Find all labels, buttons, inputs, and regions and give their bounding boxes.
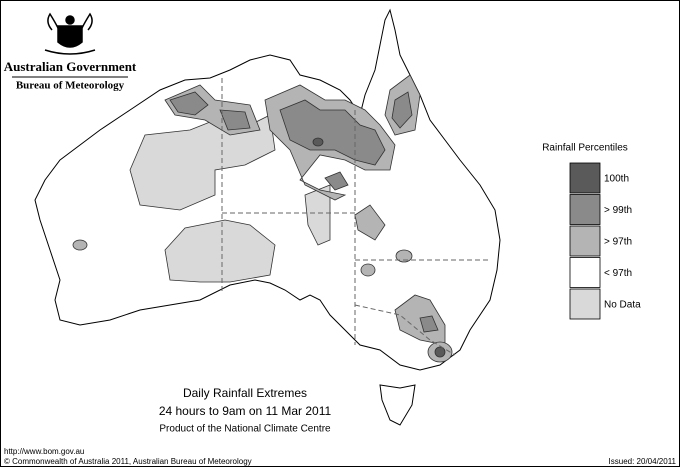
region-100 (434, 346, 446, 358)
region-99 (219, 109, 251, 131)
region-97 (360, 263, 376, 277)
legend-swatch (569, 194, 601, 225)
region-100 (312, 137, 324, 147)
region-99 (391, 91, 413, 129)
region-97 (394, 294, 446, 346)
region-99 (279, 99, 386, 166)
legend-title: Rainfall Percentiles (542, 143, 628, 154)
region-97 (395, 249, 413, 263)
legend-label: < 97th (604, 268, 632, 279)
legend-label: 100th (604, 174, 629, 185)
region-97 (354, 204, 386, 241)
agency: Australian Government (4, 59, 137, 74)
product-note: Product of the National Climate Centre (159, 424, 331, 435)
issued: Issued: 20/04/2011 (609, 457, 677, 466)
region-99 (324, 171, 349, 191)
no-data-region (164, 219, 276, 283)
legend-label: No Data (604, 300, 641, 311)
no-data-region (129, 114, 276, 211)
legend-swatch (569, 288, 601, 320)
legend-label: > 99th (604, 205, 632, 216)
mainland (34, 8, 501, 371)
legend-swatch (569, 162, 601, 194)
copyright: © Commonwealth of Australia 2011, Austra… (4, 457, 252, 466)
state-borders (221, 78, 490, 356)
legend-swatch (569, 257, 601, 288)
no-data-region (304, 184, 331, 246)
map-title: Daily Rainfall Extremes (183, 386, 307, 400)
tasmania (379, 384, 416, 426)
legend: 100th > 99th > 97th < 97th No Data (569, 162, 641, 320)
bureau: Bureau of Meteorology (16, 80, 125, 92)
region-97 (72, 239, 88, 251)
legend-label: > 97th (604, 237, 632, 248)
region-99 (419, 315, 439, 333)
legend-swatch (569, 225, 601, 257)
map-subtitle: 24 hours to 9am on 11 Mar 2011 (159, 404, 332, 418)
url: http://www.bom.gov.au (4, 447, 84, 456)
crest (44, 12, 96, 55)
region-99 (169, 91, 209, 116)
